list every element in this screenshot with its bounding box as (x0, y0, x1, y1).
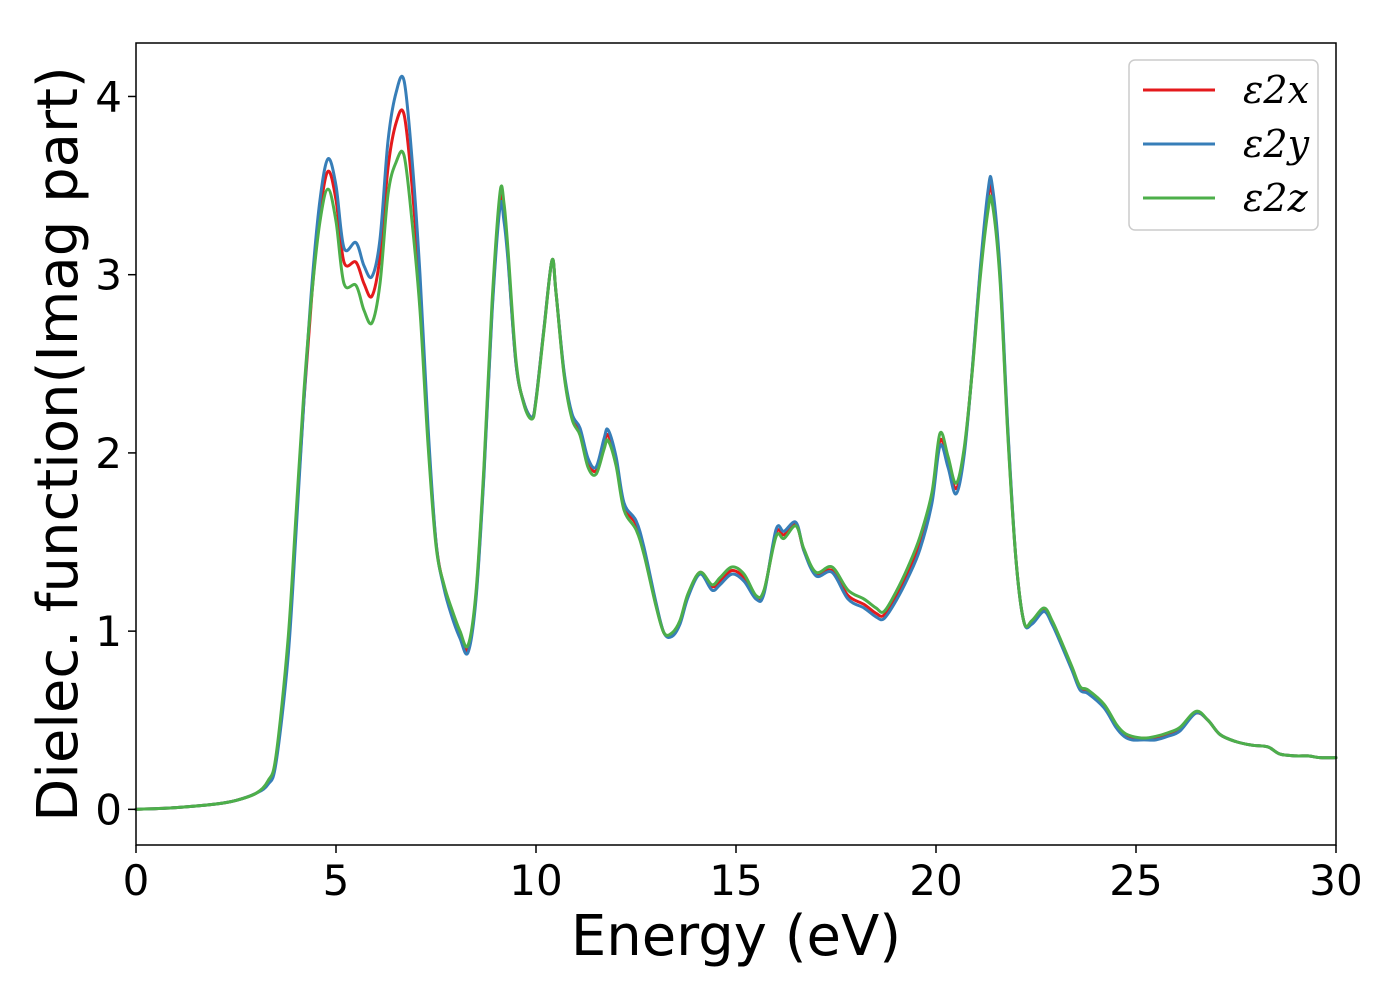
y-tick-label: 2 (95, 429, 122, 478)
y-tick-label: 3 (95, 251, 122, 300)
y-axis-ticks: 0 1 2 3 4 (95, 72, 136, 834)
series-line-3 (134, 149, 1338, 811)
x-tick-label: 10 (509, 856, 562, 905)
x-tick-label: 30 (1309, 856, 1362, 905)
x-tick-label: 25 (1109, 856, 1162, 905)
x-tick-label: 20 (909, 856, 962, 905)
x-axis-label: Energy (eV) (571, 904, 901, 969)
legend-label-3: ε2z (1243, 176, 1309, 220)
y-axis-label: Dielec. function(Imag part) (26, 66, 91, 822)
legend-box (1128, 59, 1319, 231)
y-tick-label: 1 (95, 607, 122, 656)
x-axis-ticks: 0 5 10 15 20 25 30 (123, 845, 1363, 905)
y-tick-label: 0 (95, 785, 122, 834)
x-tick-label: 0 (123, 856, 150, 905)
legend-entries: ε2x ε2y ε2z (1143, 68, 1310, 220)
x-tick-label: 5 (323, 856, 350, 905)
y-tick-label: 4 (95, 72, 122, 121)
legend-label-1: ε2x (1243, 68, 1309, 112)
plot-lines (134, 74, 1338, 811)
x-tick-label: 15 (709, 856, 762, 905)
legend-label-2: ε2y (1243, 122, 1310, 166)
legend: ε2x ε2y ε2z (1128, 59, 1319, 231)
